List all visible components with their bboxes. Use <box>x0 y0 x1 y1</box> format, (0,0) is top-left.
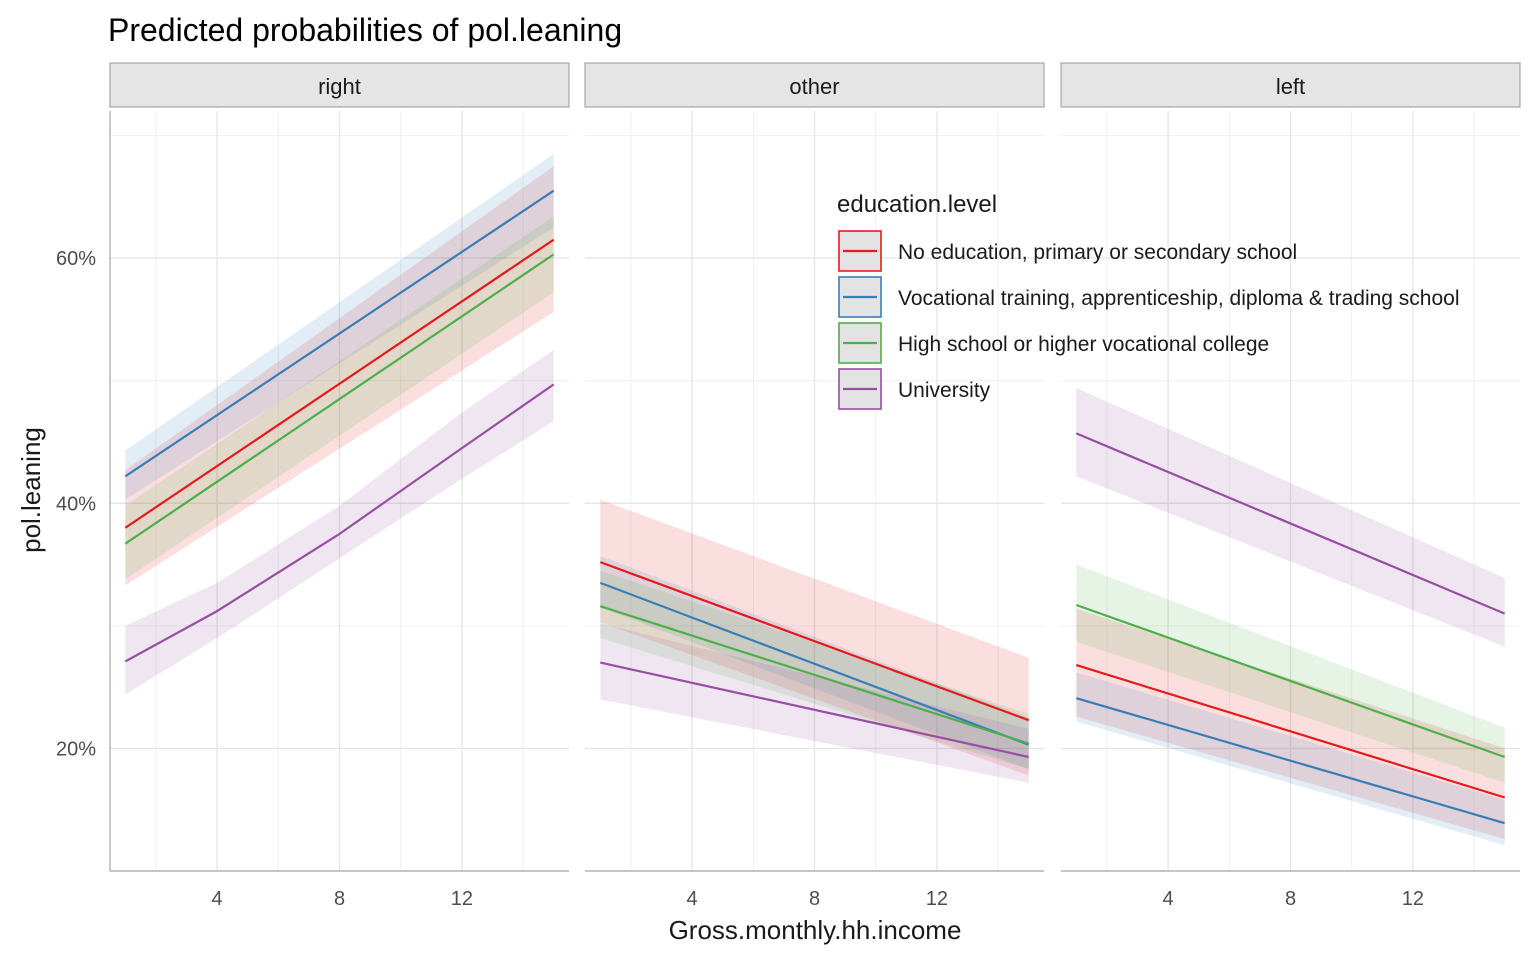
confidence-band-2 <box>125 153 554 500</box>
y-tick-label: 20% <box>56 738 96 760</box>
legend: education.level No education, primary or … <box>837 191 1460 410</box>
legend-label: University <box>898 379 991 402</box>
series-line-1 <box>599 561 1030 722</box>
legend-entry: Vocational training, apprenticeship, dip… <box>838 276 1460 318</box>
confidence-band-2 <box>1076 672 1505 846</box>
confidence-band-4 <box>600 623 1029 783</box>
facet-strip-label: other <box>789 74 839 99</box>
facet-strip-label: left <box>1276 74 1305 99</box>
x-tick-label: 12 <box>926 888 948 910</box>
x-tick-label: 4 <box>687 888 698 910</box>
y-axis-title: pol.leaning <box>16 427 46 553</box>
y-tick-label: 40% <box>56 493 96 515</box>
panel-other: other 4 8 12 <box>584 62 1045 910</box>
chart-title: Predicted probabilities of pol.leaning <box>108 12 622 48</box>
series-line-3 <box>1075 603 1506 759</box>
confidence-band-4 <box>125 350 554 695</box>
confidence-band-4 <box>1076 388 1505 647</box>
series-line-3 <box>124 253 555 545</box>
facet-strip <box>584 62 1045 108</box>
x-tick-label: 8 <box>334 888 345 910</box>
facet-strip-label: right <box>318 74 361 99</box>
legend-label: No education, primary or secondary schoo… <box>898 241 1297 264</box>
series-line-3 <box>599 605 1030 745</box>
confidence-band-1 <box>600 499 1029 776</box>
series-line-1 <box>1075 664 1506 799</box>
series-line-4 <box>1075 432 1506 615</box>
x-tick-label: 4 <box>212 888 223 910</box>
series-line-2 <box>599 581 1030 746</box>
confidence-band-1 <box>125 166 554 586</box>
chart-panels: right 4 8 12 20% 40% 60% other 4 8 12 left 4 8 12 <box>56 62 1521 910</box>
confidence-band-3 <box>600 570 1029 770</box>
legend-entry: University <box>838 368 991 410</box>
series-line-4 <box>600 661 1029 759</box>
confidence-band-1 <box>1076 608 1505 840</box>
x-tick-label: 8 <box>809 888 820 910</box>
series-line-4 <box>124 383 555 663</box>
confidence-band-3 <box>1076 564 1505 783</box>
panel-left: left 4 8 12 <box>1060 62 1521 910</box>
x-axis-title: Gross.monthly.hh.income <box>669 915 962 945</box>
panel-right: right 4 8 12 20% 40% 60% <box>56 62 570 910</box>
series-line-2 <box>124 189 555 478</box>
legend-label: Vocational training, apprenticeship, dip… <box>898 287 1460 310</box>
legend-title: education.level <box>837 191 997 218</box>
x-tick-label: 12 <box>451 888 473 910</box>
legend-label: High school or higher vocational college <box>898 333 1269 356</box>
x-tick-label: 8 <box>1285 888 1296 910</box>
y-tick-label: 60% <box>56 248 96 270</box>
x-tick-label: 12 <box>1402 888 1424 910</box>
series-line-1 <box>124 238 555 529</box>
legend-entry: No education, primary or secondary schoo… <box>838 230 1297 272</box>
x-tick-label: 4 <box>1163 888 1174 910</box>
series-line-2 <box>1075 697 1506 825</box>
facet-strip <box>1060 62 1521 108</box>
facet-strip <box>109 62 570 108</box>
legend-entry: High school or higher vocational college <box>838 322 1269 364</box>
